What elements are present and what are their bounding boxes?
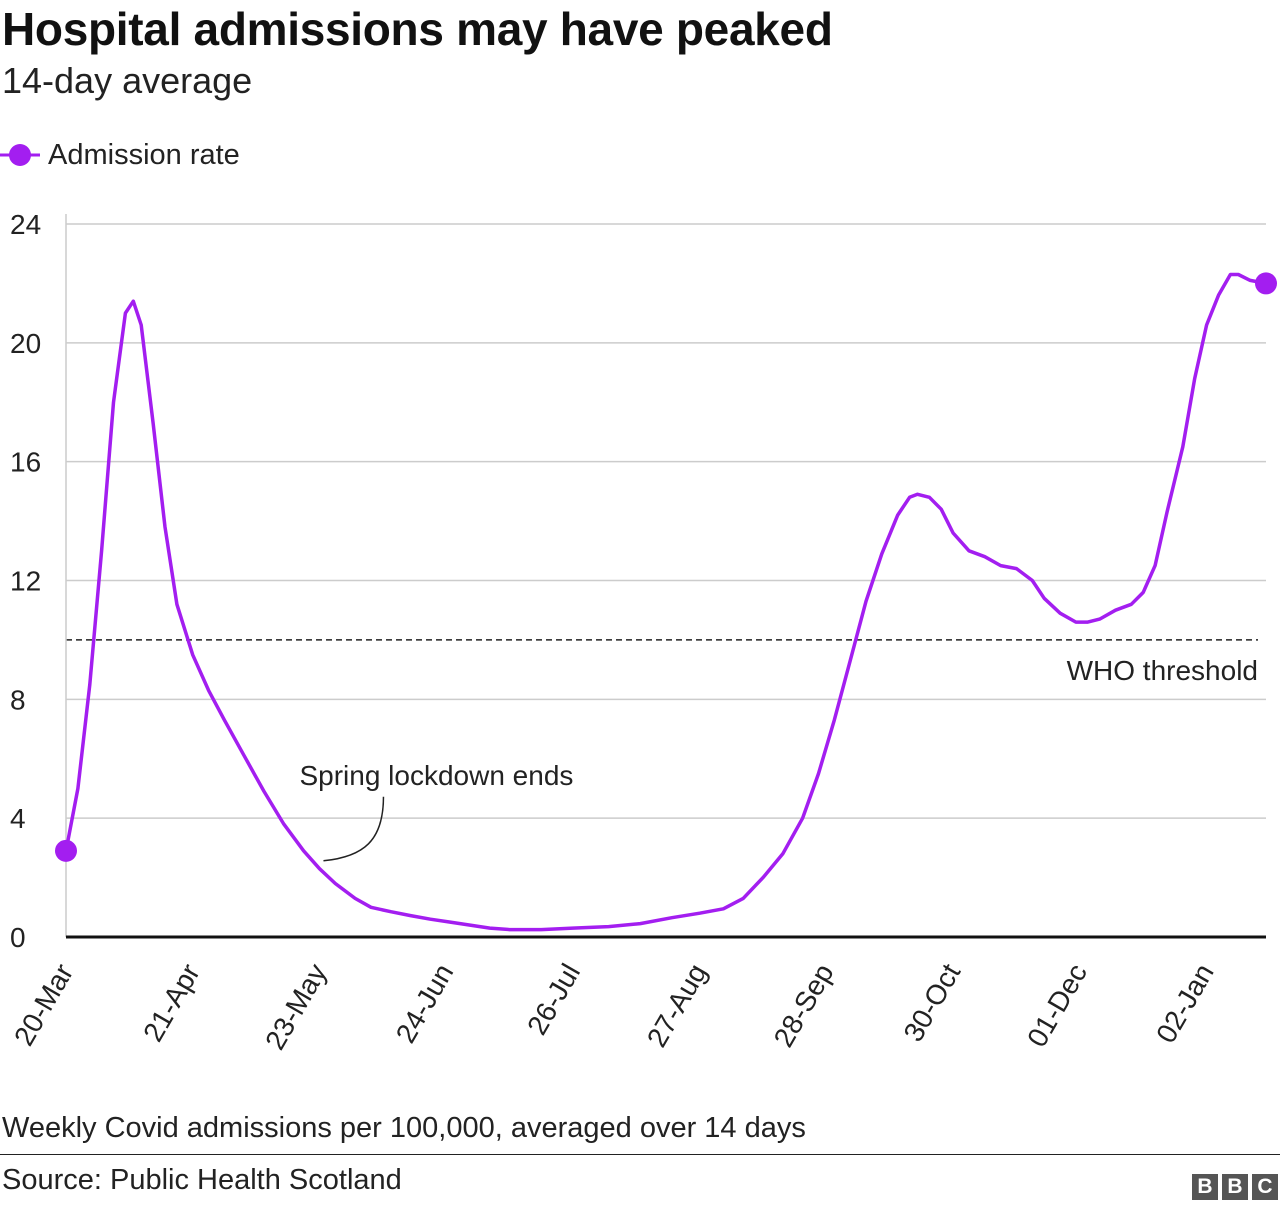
footer-rule [0, 1154, 1280, 1155]
series-layer [55, 272, 1277, 932]
legend-swatch [0, 144, 40, 166]
annotation-leader [323, 796, 385, 862]
logo-letter: B [1222, 1174, 1248, 1200]
line-chart: WHO threshold Spring lockdown ends 0 4 8 12… [8, 209, 1277, 1055]
x-tick-label: 24-Jun [390, 959, 460, 1049]
logo-letter: B [1192, 1174, 1218, 1200]
x-tick-labels: 20-Mar 21-Apr 23-May 24-Jun 26-Jul 27-Aug 28-S… [8, 958, 1220, 1055]
threshold-layer: WHO threshold [66, 639, 1258, 686]
chart-title: Hospital admissions may have peaked [2, 3, 833, 55]
y-tick-label: 8 [10, 684, 26, 715]
legend: Admission rate [0, 137, 240, 173]
footnote: Weekly Covid admissions per 100,000, ave… [2, 1112, 806, 1144]
x-tick-label: 21-Apr [137, 959, 206, 1047]
y-tick-labels: 0 4 8 12 16 20 24 [10, 209, 41, 953]
y-tick-label: 20 [10, 328, 41, 359]
logo-letter: C [1252, 1174, 1278, 1200]
source-label: Source: Public Health Scotland [2, 1164, 402, 1196]
y-tick-label: 24 [10, 209, 41, 240]
series-line [64, 272, 1268, 932]
y-tick-label: 12 [10, 566, 41, 597]
x-tick-label: 27-Aug [641, 959, 713, 1053]
start-point-marker [55, 839, 77, 862]
legend-label: Admission rate [48, 138, 240, 171]
y-tick-label: 16 [10, 447, 41, 478]
y-tick-label: 0 [10, 922, 26, 953]
x-tick-label: 30-Oct [897, 958, 966, 1046]
threshold-label: WHO threshold [1067, 655, 1258, 686]
grid-layer [66, 223, 1266, 819]
annotation-layer: Spring lockdown ends [299, 760, 573, 862]
x-tick-label: 26-Jul [521, 959, 586, 1041]
chart-subtitle: 14-day average [2, 60, 253, 101]
end-point-marker [1255, 272, 1277, 295]
bbc-logo: B B C [1192, 1174, 1278, 1200]
x-tick-label: 23-May [259, 959, 333, 1055]
x-tick-label: 01-Dec [1021, 959, 1093, 1053]
x-tick-label: 20-Mar [8, 959, 79, 1051]
x-tick-label: 02-Jan [1150, 959, 1220, 1049]
annotation-label: Spring lockdown ends [299, 760, 573, 791]
axis-layer [65, 214, 1266, 939]
y-tick-label: 4 [10, 803, 26, 834]
x-tick-label: 28-Sep [768, 959, 840, 1053]
